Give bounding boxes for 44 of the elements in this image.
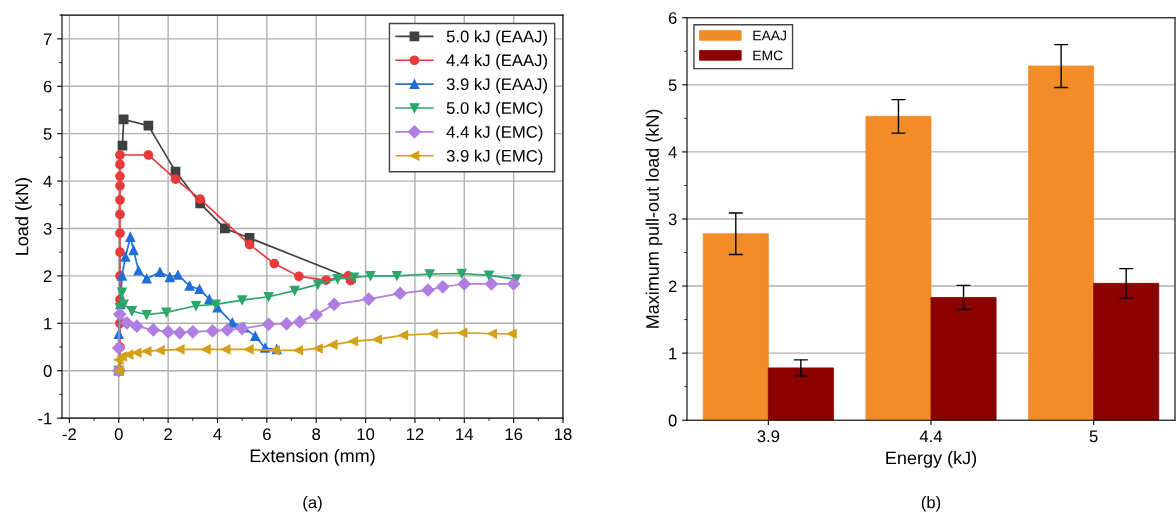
y-tick-label: 6 [668,12,677,24]
y-tick-label: 4 [43,175,52,188]
text: (a) [303,496,322,512]
x-tick-label: 12 [406,428,424,440]
y-tick-label: 2 [668,280,677,293]
x-tick-label: 16 [505,428,523,441]
y-tick-label: 4 [668,146,677,158]
x-tick-label: 8 [312,428,321,441]
legend-label: 5.0 kJ (EAAJ) [446,30,547,46]
legend-label: EMC [753,50,783,61]
legend-label: 4.4 kJ (EAAJ) [446,54,547,70]
text: (b) [921,496,941,512]
legend-label: 5.0 kJ (EMC) [446,101,543,118]
x-tick-label: 5 [1089,430,1098,443]
y-tick-label: 0 [668,414,677,427]
legend-label: 3.9 kJ (EMC) [446,149,543,166]
x-tick-label: 10 [357,428,375,441]
y-tick-label: 7 [43,33,52,45]
legend-label: 4.4 kJ (EMC) [446,125,543,142]
x-tick-label: 4 [213,428,222,440]
y-axis-title: Load (kN) [15,178,32,255]
x-tick-label: -2 [62,428,76,440]
y-axis-title: Maximum pull-out load (kN) [645,109,663,328]
y-tick-label: 1 [44,317,52,330]
x-tick-label: 6 [263,428,271,441]
y-tick-label: 2 [43,270,52,282]
x-tick-label: 3.9 [757,430,780,443]
x-tick-label: 2 [164,428,172,440]
x-tick-label: 14 [456,428,474,440]
legend-label: 3.9 kJ (EAAJ) [446,77,547,94]
x-tick-label: 4.4 [919,430,943,443]
y-tick-label: 5 [43,128,52,140]
x-tick-label: 0 [114,428,123,441]
y-tick-label: 5 [668,79,677,92]
x-tick-label: 18 [555,428,572,441]
x-axis-title: Extension (mm) [250,448,375,466]
y-tick-label: 3 [43,222,52,235]
y-tick-label: 1 [669,347,677,360]
y-tick-label: 3 [668,213,677,226]
y-tick-label: 6 [43,80,52,93]
legend-label: EAAJ [753,30,786,41]
y-tick-label: -1 [38,412,52,425]
y-tick-label: 0 [43,365,52,377]
x-axis-title: Energy (kJ) [886,451,977,468]
